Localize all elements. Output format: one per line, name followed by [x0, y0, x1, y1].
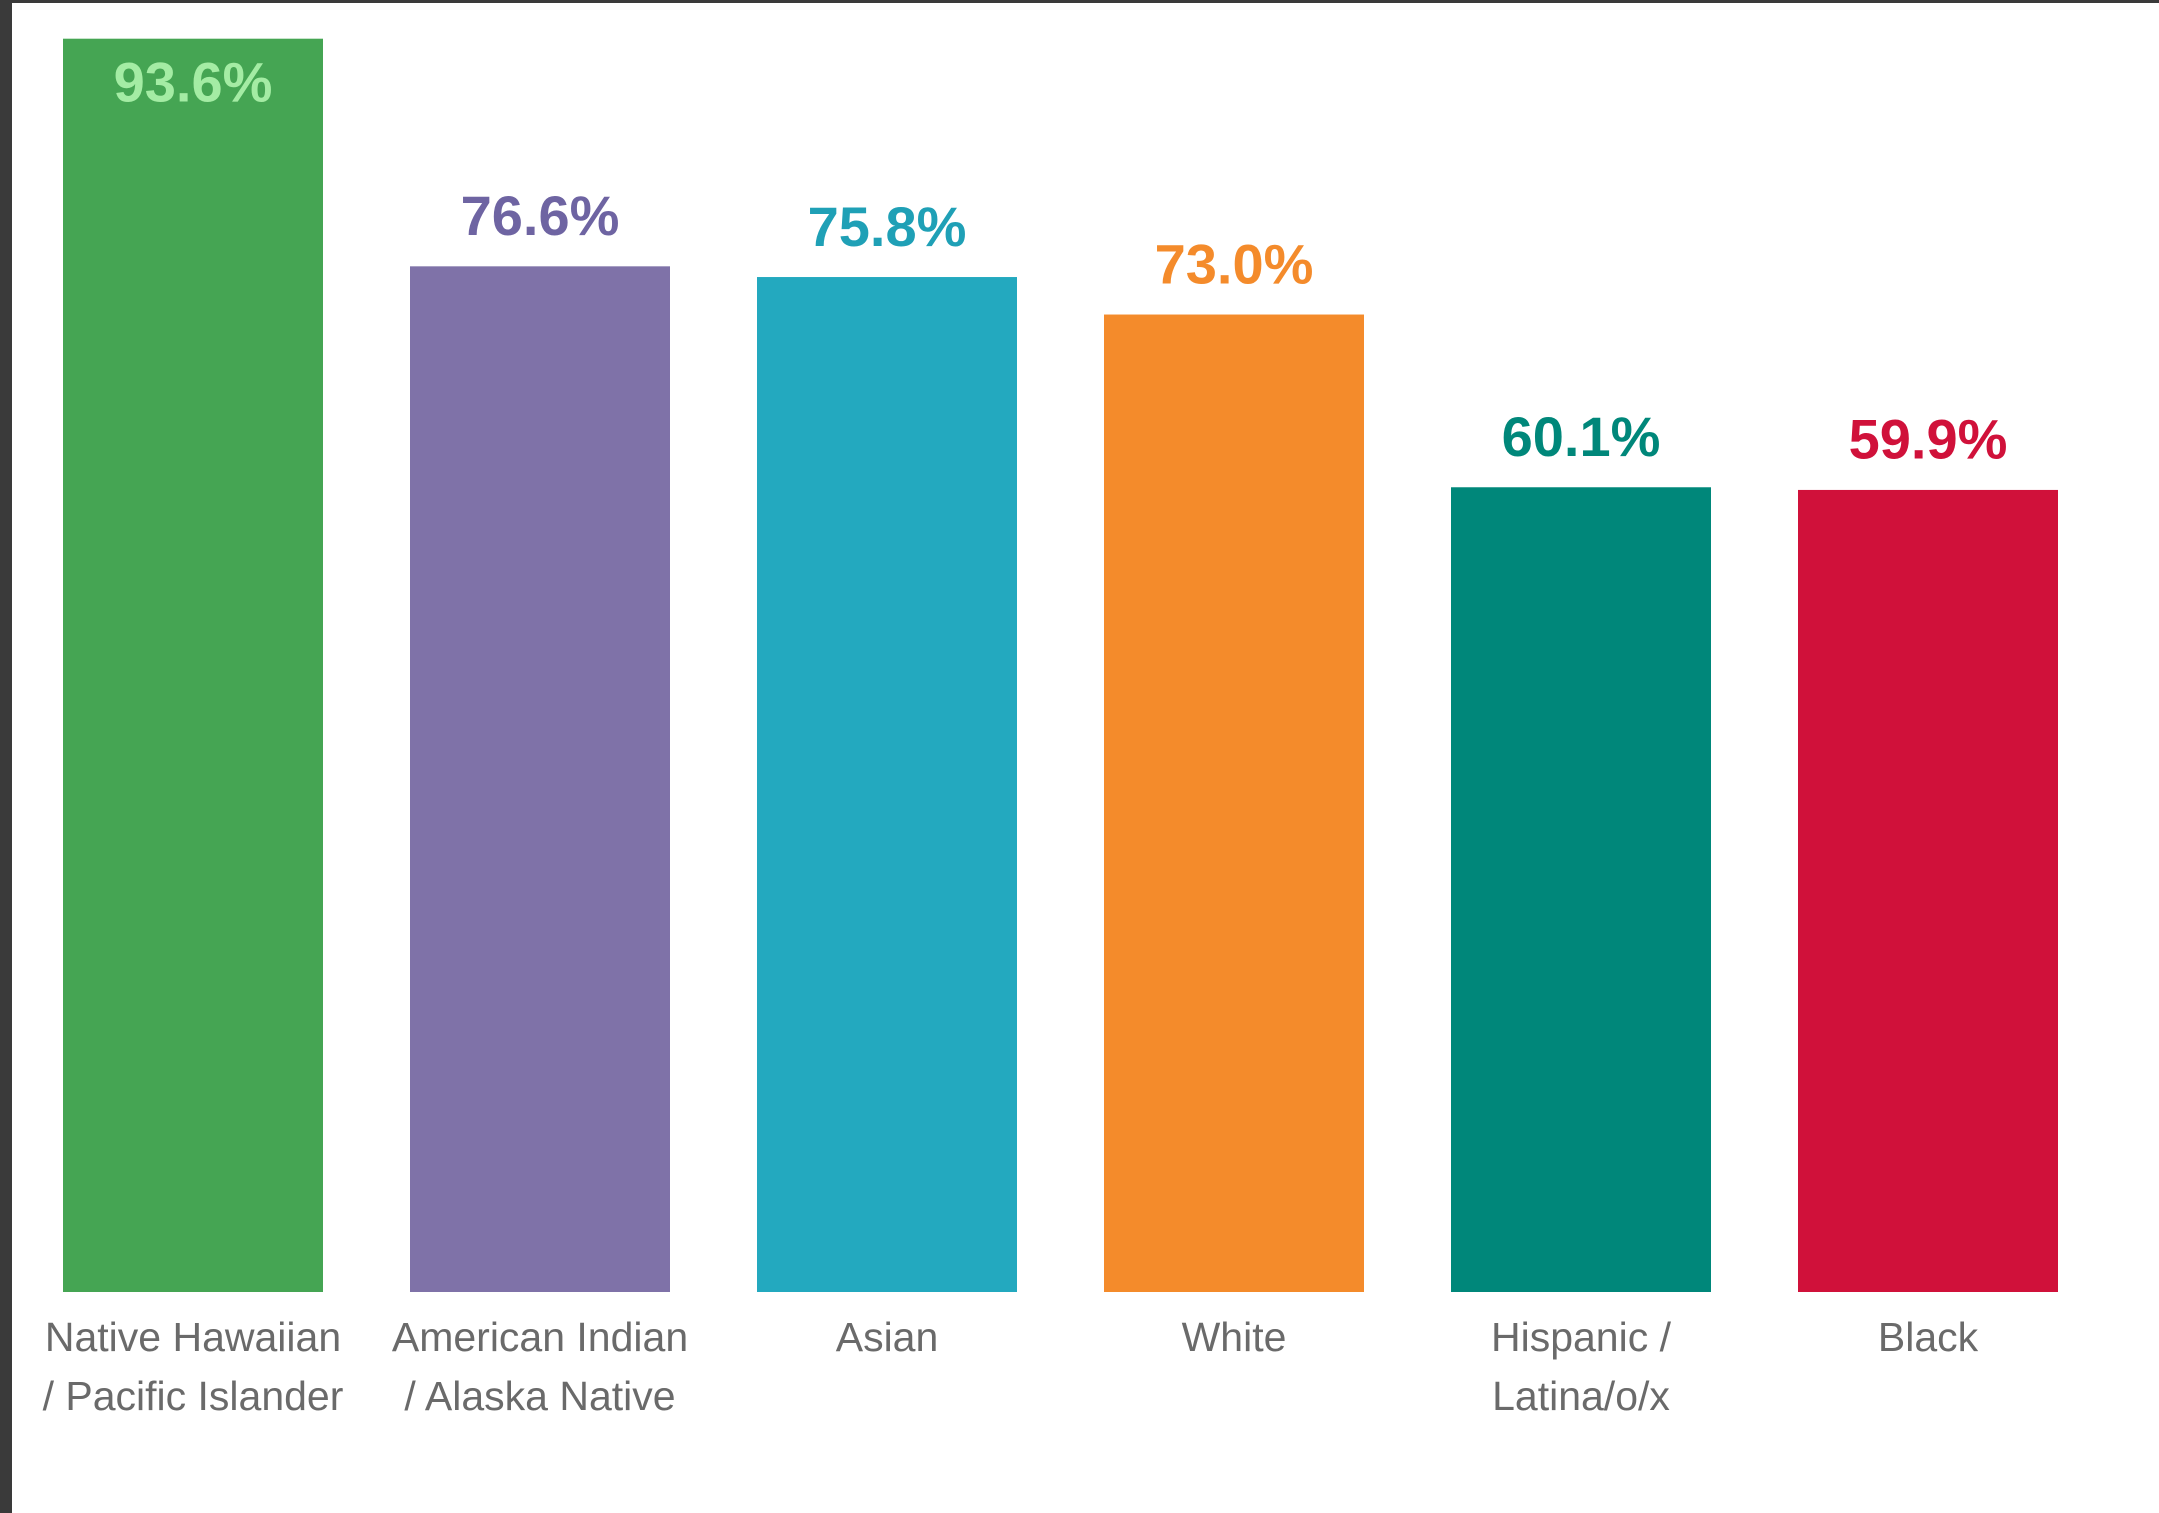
x-tick-label-line: American Indian: [392, 1314, 688, 1360]
x-tick-label-line: Black: [1878, 1314, 1979, 1360]
bar: [1451, 487, 1711, 1292]
value-label: 75.8%: [808, 195, 967, 258]
x-tick-label-line: Native Hawaiian: [45, 1314, 341, 1360]
x-tick-label-line: Latina/o/x: [1492, 1373, 1670, 1419]
value-label: 73.0%: [1155, 232, 1314, 295]
value-label: 59.9%: [1849, 408, 2008, 471]
value-label: 60.1%: [1502, 405, 1661, 468]
bar: [63, 38, 323, 1292]
x-tick-label: American Indian / Alaska Native: [392, 1314, 688, 1419]
left-border: [0, 0, 12, 1513]
value-label: 76.6%: [461, 184, 620, 247]
value-label: 93.6%: [114, 50, 273, 113]
x-tick-label-line: Hispanic /: [1491, 1314, 1672, 1360]
x-tick-label-line: / Alaska Native: [404, 1373, 675, 1419]
x-tick-label: White: [1182, 1314, 1287, 1360]
x-tick-label: Native Hawaiian / Pacific Islander: [43, 1314, 344, 1419]
bar: [757, 277, 1017, 1293]
x-tick-label: Hispanic / Latina/o/x: [1491, 1314, 1672, 1419]
top-border: [0, 0, 2159, 3]
x-tick-label-line: / Pacific Islander: [43, 1373, 344, 1419]
x-tick-label: Black: [1878, 1314, 1979, 1360]
x-tick-label: Asian: [836, 1314, 939, 1360]
bar: [1104, 314, 1364, 1292]
x-tick-label-line: Asian: [836, 1314, 939, 1360]
bar: [410, 266, 670, 1293]
x-tick-label-line: White: [1182, 1314, 1287, 1360]
bar: [1798, 489, 2058, 1293]
